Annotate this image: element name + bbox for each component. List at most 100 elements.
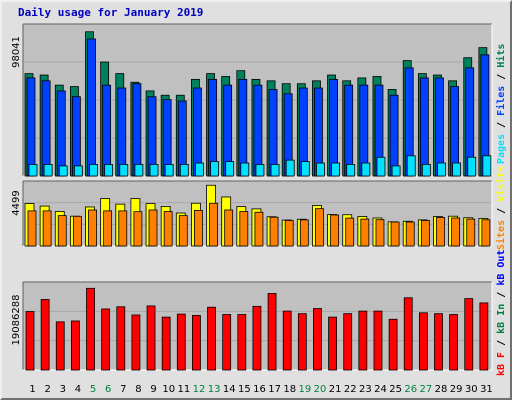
pages-bar xyxy=(300,161,310,177)
pages-bar xyxy=(391,165,401,177)
x-tick-label: 16 xyxy=(253,384,266,395)
files-bar xyxy=(41,80,51,177)
x-tick-label: 1 xyxy=(29,384,35,395)
pages-bar xyxy=(452,162,462,177)
kbf-bar xyxy=(449,314,459,371)
files-bar xyxy=(389,94,399,177)
pages-bar xyxy=(316,162,325,177)
files-bar xyxy=(435,77,444,177)
max-value-label: 98041 xyxy=(11,36,22,68)
legend-entry: Hits xyxy=(495,44,507,74)
x-tick-label: 24 xyxy=(374,384,387,395)
sites-bar xyxy=(224,209,234,247)
pages-bar xyxy=(406,155,416,177)
sites-bar xyxy=(299,219,309,247)
sites-bar xyxy=(133,211,143,247)
x-tick-label: 26 xyxy=(404,384,417,395)
legend-kbf-kbin-kbout: kB F / kB In / kB Out xyxy=(496,250,507,376)
legend-entry: / xyxy=(496,208,507,220)
x-tick-label: 3 xyxy=(60,384,66,395)
files-bar xyxy=(359,84,369,177)
kbf-bar xyxy=(313,308,322,371)
pages-bar xyxy=(89,164,98,177)
x-tick-label: 21 xyxy=(329,384,342,395)
x-tick-label: 15 xyxy=(238,384,251,395)
files-bar xyxy=(87,38,96,177)
x-tick-label: 2 xyxy=(45,384,51,395)
kbf-bar xyxy=(464,298,474,371)
x-tick-label: 20 xyxy=(314,384,327,395)
files-bar xyxy=(132,83,142,177)
x-tick-label: 23 xyxy=(359,384,372,395)
pages-bar xyxy=(361,162,371,177)
x-tick-label: 30 xyxy=(465,384,478,395)
files-bar xyxy=(268,89,278,177)
legend-entry: / xyxy=(496,340,507,352)
kbf-bar xyxy=(328,316,337,371)
kbf-bar xyxy=(252,305,262,371)
x-tick-label: 18 xyxy=(283,384,296,395)
files-bar xyxy=(253,84,263,177)
sites-bar xyxy=(178,215,188,247)
legend-entry: / xyxy=(496,292,507,304)
pages-bar xyxy=(225,161,235,177)
pages-bar xyxy=(73,165,83,177)
kbf-bar xyxy=(373,310,383,371)
pages-bar xyxy=(195,162,204,177)
pages-bar xyxy=(467,156,477,177)
kbf-bar xyxy=(358,310,368,371)
legend-entry: kB Out xyxy=(496,250,507,292)
kbf-bar xyxy=(70,320,80,371)
kbf-bar xyxy=(479,302,489,371)
max-value-label: 19086288 xyxy=(11,295,22,346)
sites-bar xyxy=(72,215,82,247)
pages-bar xyxy=(179,164,189,177)
sites-bar xyxy=(254,211,264,247)
sites-bar xyxy=(57,215,67,247)
x-tick-label: 14 xyxy=(223,384,236,395)
pages-bar xyxy=(270,164,280,177)
x-tick-label: 11 xyxy=(177,384,190,395)
pages-bar xyxy=(58,165,68,177)
kbf-bar xyxy=(418,312,428,371)
pages-bar xyxy=(421,164,431,177)
files-bar xyxy=(238,78,248,177)
legend-entry: Pages xyxy=(496,134,507,164)
legend-entry: Sites xyxy=(495,220,507,250)
pages-bar xyxy=(255,164,265,177)
files-bar xyxy=(117,87,127,177)
legend-entry: Visits xyxy=(495,166,507,208)
sites-bar xyxy=(330,214,339,247)
legend-hits-files-pages: Pages / Files / Hits xyxy=(495,44,507,164)
pages-bar xyxy=(285,159,295,177)
legend-entry: / xyxy=(496,74,507,86)
pages-bar xyxy=(376,156,386,177)
pages-bar xyxy=(164,164,174,177)
x-tick-label: 7 xyxy=(120,384,126,395)
kbf-bar xyxy=(403,297,413,371)
sites-bar xyxy=(405,221,415,247)
x-tick-label: 27 xyxy=(420,384,433,395)
x-tick-label: 22 xyxy=(344,384,357,395)
sites-bar xyxy=(209,202,218,247)
kbf-bar xyxy=(101,308,111,371)
legend-entry: Files xyxy=(495,86,507,122)
kbf-bar xyxy=(161,316,171,371)
x-tick-label: 31 xyxy=(480,384,493,395)
kbf-bar xyxy=(267,293,277,371)
sites-bar xyxy=(315,208,324,247)
x-tick-label: 5 xyxy=(90,384,96,395)
pages-bar xyxy=(134,164,144,177)
sites-bar xyxy=(360,218,370,247)
x-tick-label: 4 xyxy=(75,384,81,395)
sites-bar xyxy=(118,210,128,247)
x-tick-label: 13 xyxy=(208,384,221,395)
x-tick-label: 29 xyxy=(450,384,463,395)
sites-bar xyxy=(194,210,203,247)
sites-bar xyxy=(481,219,491,247)
kbf-bar xyxy=(86,287,95,371)
sites-bar xyxy=(284,220,294,247)
kbf-bar xyxy=(237,314,247,371)
sites-bar xyxy=(42,210,52,247)
kbf-bar xyxy=(146,305,156,371)
